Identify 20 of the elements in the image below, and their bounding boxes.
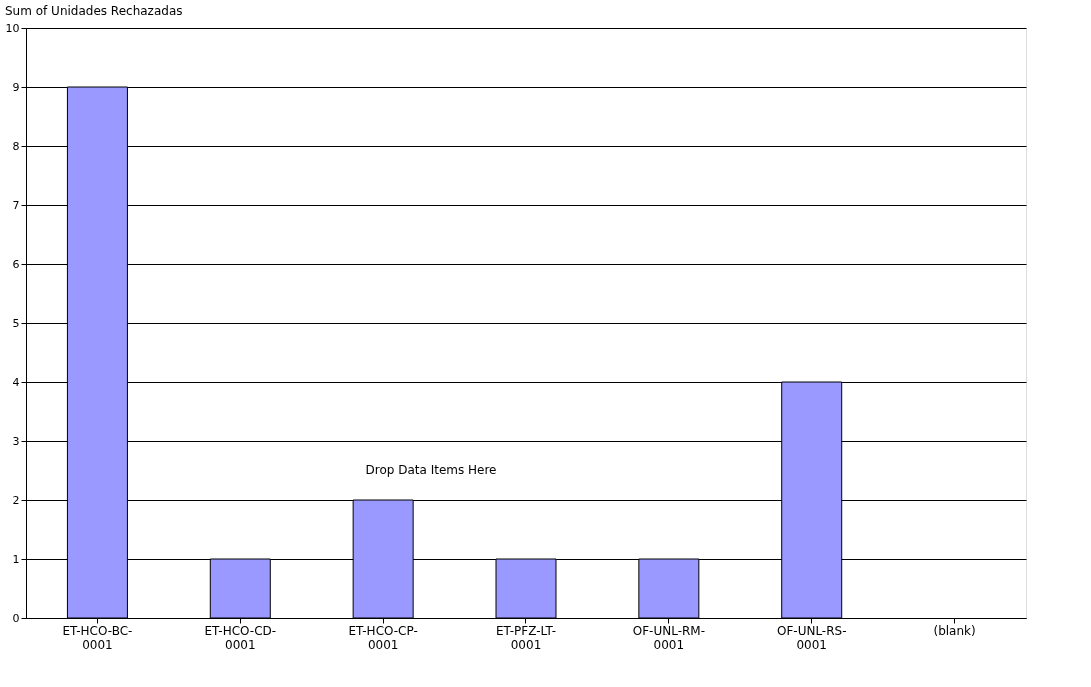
x-tick-label: OF-UNL-RM-0001 — [632, 623, 705, 652]
x-tick-label: ET-PFZ-LT-0001 — [495, 623, 557, 652]
y-tick-label: 0 — [12, 611, 20, 625]
x-tick-label: (blank) — [933, 623, 976, 638]
x-tick-label: OF-UNL-RS-0001 — [776, 623, 847, 652]
y-tick-label: 7 — [12, 198, 20, 212]
x-tick-label: ET-HCO-BC-0001 — [62, 623, 133, 652]
y-tick-label: 5 — [12, 316, 20, 330]
annotation: Drop Data Items Here — [365, 463, 497, 477]
y-tick-label: 3 — [12, 434, 20, 448]
y-tick-label: 6 — [12, 257, 20, 271]
chart-title: Sum of Unidades Rechazadas — [5, 4, 183, 18]
y-tick-label: 2 — [12, 493, 20, 507]
y-tick-label: 4 — [12, 375, 20, 389]
x-tick-label: ET-HCO-CD-0001 — [204, 623, 277, 652]
y-tick-label: 9 — [12, 80, 20, 94]
y-tick-label: 1 — [12, 552, 20, 566]
y-tick-label: 10 — [5, 21, 20, 35]
y-tick-label: 8 — [12, 139, 20, 153]
x-tick-label: ET-HCO-CP-0001 — [348, 623, 418, 652]
